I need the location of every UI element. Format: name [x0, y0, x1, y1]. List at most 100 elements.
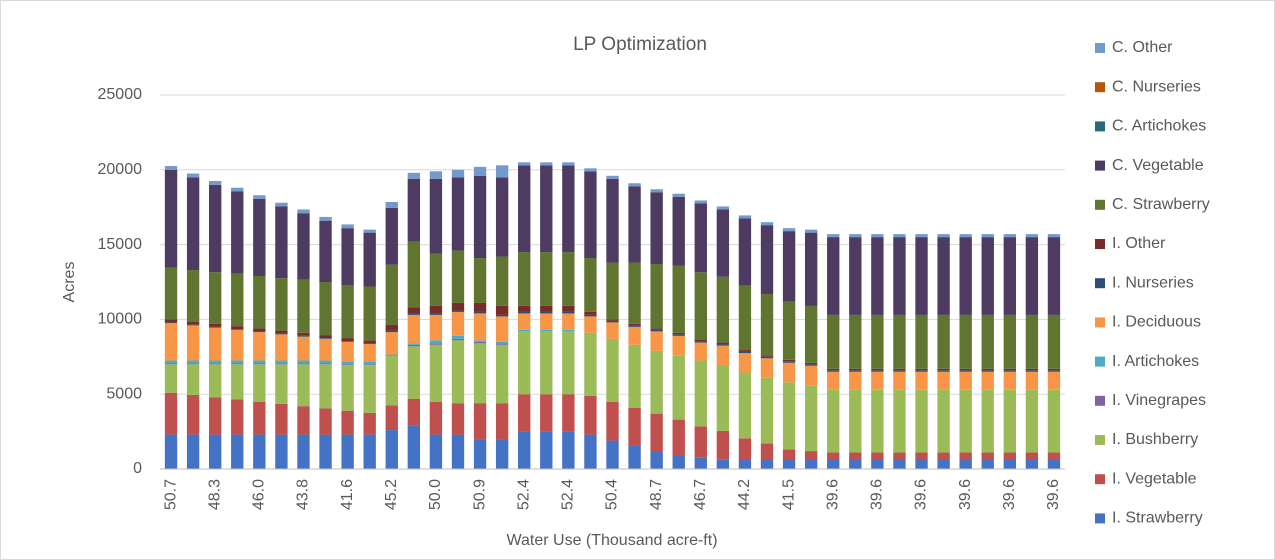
bar-segment: [672, 332, 685, 335]
bar-segment: [606, 322, 619, 339]
bar-segment: [429, 344, 443, 402]
bar-segment: [1047, 389, 1061, 453]
bar-segment: [981, 389, 994, 453]
bar-segment: [451, 250, 465, 303]
legend-swatch: [1095, 239, 1105, 249]
bar-segment: [275, 360, 288, 364]
bar-segment: [650, 451, 663, 469]
bar-segment: [275, 278, 288, 331]
bar-segment: [915, 460, 928, 469]
x-tick-label: 48.3: [206, 479, 223, 510]
bar-segment: [871, 368, 884, 371]
bar-segment: [540, 165, 553, 253]
bar-segment: [672, 265, 685, 333]
bar-segment: [363, 361, 376, 365]
bar-segment: [429, 171, 443, 179]
x-tick-label: 46.0: [251, 479, 268, 510]
bar-segment: [1047, 314, 1061, 369]
bar-segment: [495, 177, 509, 257]
bar-segment: [407, 178, 421, 242]
bar-segment: [363, 343, 376, 345]
bar-segment: [164, 166, 178, 170]
y-tick-label: 25000: [98, 86, 143, 103]
bar-segment: [341, 338, 354, 342]
bar-segment: [827, 452, 840, 461]
bar-segment: [209, 272, 222, 324]
bar-segment: [804, 364, 818, 366]
x-tick-label: 43.8: [295, 479, 312, 510]
bar-segment: [606, 440, 619, 469]
bar-segment: [1047, 460, 1061, 469]
bar-segment: [518, 331, 531, 395]
bar-segment: [804, 305, 818, 363]
bar-segment: [1025, 314, 1039, 369]
bar-segment: [275, 334, 288, 361]
bar-segment: [297, 335, 310, 337]
bar-segment: [319, 338, 332, 361]
bar-segment: [562, 165, 575, 253]
bar-segment: [959, 370, 972, 372]
bar-segment: [606, 338, 619, 402]
legend-label: I. Vinegrapes: [1112, 392, 1206, 409]
bar-segment: [782, 449, 796, 461]
bar-segment: [628, 407, 641, 446]
bar-segment: [363, 340, 376, 344]
bar-segment: [319, 408, 332, 435]
bar-segment: [694, 341, 707, 343]
bar-segment: [1047, 234, 1061, 238]
bar-segment: [385, 405, 398, 431]
bar-segment: [915, 368, 928, 371]
bar-segment: [871, 371, 884, 390]
bar-segment: [937, 460, 950, 469]
bar-segment: [915, 452, 928, 461]
bar-segment: [363, 344, 376, 362]
bar-segment: [849, 389, 862, 453]
bar-segment: [253, 364, 266, 402]
bar-segment: [297, 406, 310, 435]
bar-segment: [937, 234, 950, 238]
legend-label: C. Strawberry: [1112, 196, 1210, 213]
legend-swatch: [1095, 474, 1105, 485]
bar-segment: [981, 460, 994, 469]
bar-segment: [827, 368, 840, 371]
bar-segment: [231, 399, 244, 435]
bar-segment: [209, 434, 222, 469]
bar-segment: [495, 256, 509, 306]
bar-segment: [275, 330, 288, 334]
bar-segment: [650, 328, 663, 330]
bar-segment: [253, 363, 266, 365]
bar-segment: [319, 360, 332, 364]
bar-segment: [959, 371, 972, 390]
bar-segment: [186, 363, 200, 365]
bar-segment: [275, 206, 288, 279]
bar-segment: [495, 343, 509, 345]
bar-segment: [186, 394, 200, 435]
legend-label: I. Nurseries: [1112, 274, 1194, 291]
bar-segment: [849, 234, 862, 238]
bar-segment: [231, 191, 244, 274]
bar-segment: [893, 370, 906, 372]
bar-segment: [363, 365, 376, 413]
bar-segment: [893, 389, 906, 453]
bar-segment: [716, 344, 730, 346]
bar-segment: [407, 241, 421, 308]
bar-segment: [606, 262, 619, 320]
bar-segment: [341, 364, 354, 366]
bar-segment: [871, 389, 884, 453]
bar-segment: [1025, 237, 1039, 315]
bar-segment: [540, 329, 553, 332]
bar-segment: [275, 364, 288, 404]
bar-segment: [981, 452, 994, 461]
bar-segment: [473, 340, 487, 342]
bar-segment: [429, 178, 443, 254]
bar-segment: [164, 323, 178, 361]
bar-segment: [451, 177, 465, 251]
bar-segment: [606, 178, 619, 263]
bar-segment: [694, 360, 707, 427]
bar-segment: [738, 350, 752, 352]
bar-segment: [871, 452, 884, 461]
bar-segment: [650, 413, 663, 452]
bar-segment: [738, 372, 752, 439]
bar-segment: [827, 234, 840, 238]
x-tick-label: 52.4: [515, 479, 532, 510]
